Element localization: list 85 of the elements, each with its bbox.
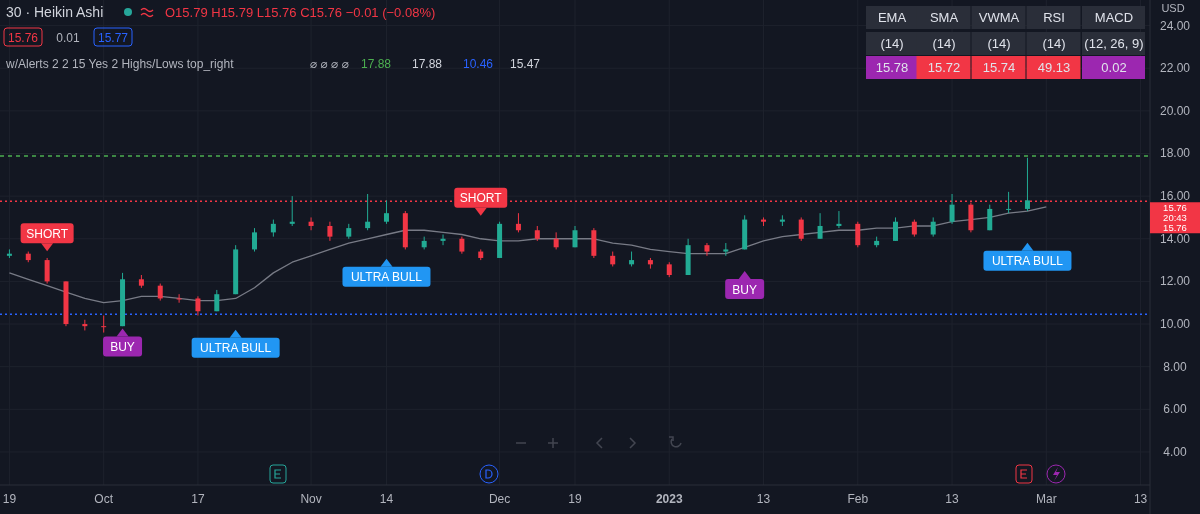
y-tick-label: 20.00 bbox=[1159, 103, 1191, 118]
y-tick-label: 14.00 bbox=[1159, 231, 1191, 246]
candlestick bbox=[1006, 191, 1012, 214]
candlestick bbox=[1024, 157, 1030, 212]
candlestick bbox=[176, 293, 182, 304]
annotation: 15.76 bbox=[7, 31, 39, 45]
text: ULTRA BULL bbox=[350, 270, 423, 285]
candlestick bbox=[195, 295, 201, 317]
x-tick-label: 17 bbox=[191, 492, 205, 506]
x-tick-label: 2023 bbox=[655, 492, 683, 506]
annotation: ⌀ ⌀ ⌀ ⌀ bbox=[310, 57, 349, 71]
annotation: MACD bbox=[1094, 10, 1134, 25]
candlestick bbox=[949, 193, 955, 225]
candlestick bbox=[365, 193, 371, 231]
y-tick-label: 22.00 bbox=[1159, 61, 1191, 76]
text: BUY bbox=[110, 340, 135, 355]
x-tick-label: Nov bbox=[300, 492, 322, 506]
annotation: 15.72 bbox=[927, 60, 961, 75]
text: 20:43 bbox=[1163, 212, 1187, 224]
candlestick bbox=[327, 221, 333, 242]
text: SHORT bbox=[459, 191, 502, 206]
series-label: BUY bbox=[732, 282, 758, 297]
y-axis-title: USD bbox=[1161, 2, 1185, 14]
candlestick bbox=[440, 234, 446, 246]
candlestick bbox=[553, 231, 559, 250]
candlestick bbox=[836, 210, 842, 229]
candlestick bbox=[289, 195, 295, 227]
annotation: 15.77 bbox=[97, 31, 129, 45]
x-tick-label: Feb bbox=[847, 492, 869, 506]
y-tick-label: 24.00 bbox=[1159, 18, 1191, 33]
chart-title: 30 · Heikin Ashi bbox=[6, 4, 104, 20]
y-tick-label: 4.00 bbox=[1163, 444, 1187, 459]
x-tick-label: Dec bbox=[488, 492, 511, 506]
annotation: (14) bbox=[987, 36, 1011, 51]
annotation: 15.47 bbox=[509, 57, 541, 71]
x-tick-label: 19 bbox=[2, 492, 17, 506]
annotation: 17.88 bbox=[360, 57, 392, 71]
annotation: 15.74 bbox=[982, 60, 1016, 75]
candlestick bbox=[383, 199, 389, 225]
candlestick bbox=[252, 227, 258, 253]
ref-line-label: 15.76 bbox=[1163, 202, 1187, 214]
candlestick bbox=[308, 216, 314, 231]
annotation: EMA bbox=[877, 10, 907, 25]
y-tick-label: 12.00 bbox=[1159, 274, 1191, 289]
annotation: RSI bbox=[1043, 10, 1065, 25]
x-tick-label: 13 bbox=[945, 492, 960, 506]
candlestick bbox=[855, 221, 861, 248]
annotation: (14) bbox=[880, 36, 904, 51]
x-tick-label: 13 bbox=[1133, 492, 1148, 506]
candlestick bbox=[44, 257, 50, 285]
candlestick bbox=[817, 212, 823, 240]
annotation: w/Alerts 2 2 15 Yes 2 Highs/Lows top_right bbox=[5, 57, 235, 71]
x-tick-label: 19 bbox=[568, 492, 582, 506]
annotation: 17.88 bbox=[411, 57, 443, 71]
annotation: SMA bbox=[929, 10, 959, 25]
text: 15.76 bbox=[1163, 222, 1187, 234]
y-tick-label: 6.00 bbox=[1163, 402, 1187, 417]
candlestick bbox=[101, 315, 107, 334]
candlestick bbox=[515, 212, 521, 233]
annotation: 15.78 bbox=[875, 60, 909, 75]
x-tick-label: 13 bbox=[756, 492, 771, 506]
candlestick bbox=[798, 216, 804, 242]
series-label: ULTRA BULL bbox=[200, 341, 272, 356]
chart-subtitle: O15.79 H15.79 L15.76 C15.76 −0.01 (−0.08%) bbox=[165, 5, 436, 20]
text: ULTRA BULL bbox=[991, 254, 1064, 269]
series-label: SHORT bbox=[26, 226, 69, 241]
x-tick-label: Oct bbox=[94, 492, 114, 506]
candlestick bbox=[892, 216, 898, 242]
annotation: 0.02 bbox=[1101, 60, 1127, 75]
candlestick bbox=[930, 216, 936, 238]
annotation: 49.13 bbox=[1037, 60, 1071, 75]
y-tick-label: 18.00 bbox=[1159, 146, 1191, 161]
annotation: VWMA bbox=[978, 10, 1020, 25]
x-tick-label: 14 bbox=[379, 492, 394, 506]
y-tick-label: 8.00 bbox=[1163, 359, 1187, 374]
annotation: (14) bbox=[932, 36, 956, 51]
y-tick-label: 16.00 bbox=[1159, 189, 1191, 204]
annotation: (12, 26, 9) bbox=[1084, 36, 1144, 51]
annotation: 0.01 bbox=[56, 31, 80, 45]
y-tick-label: 10.00 bbox=[1159, 317, 1191, 332]
annotation: (14) bbox=[1042, 36, 1066, 51]
x-tick-label: Mar bbox=[1035, 492, 1057, 506]
candlestick bbox=[987, 204, 993, 231]
annotation: 10.46 bbox=[462, 57, 494, 71]
candlestick bbox=[704, 242, 710, 257]
